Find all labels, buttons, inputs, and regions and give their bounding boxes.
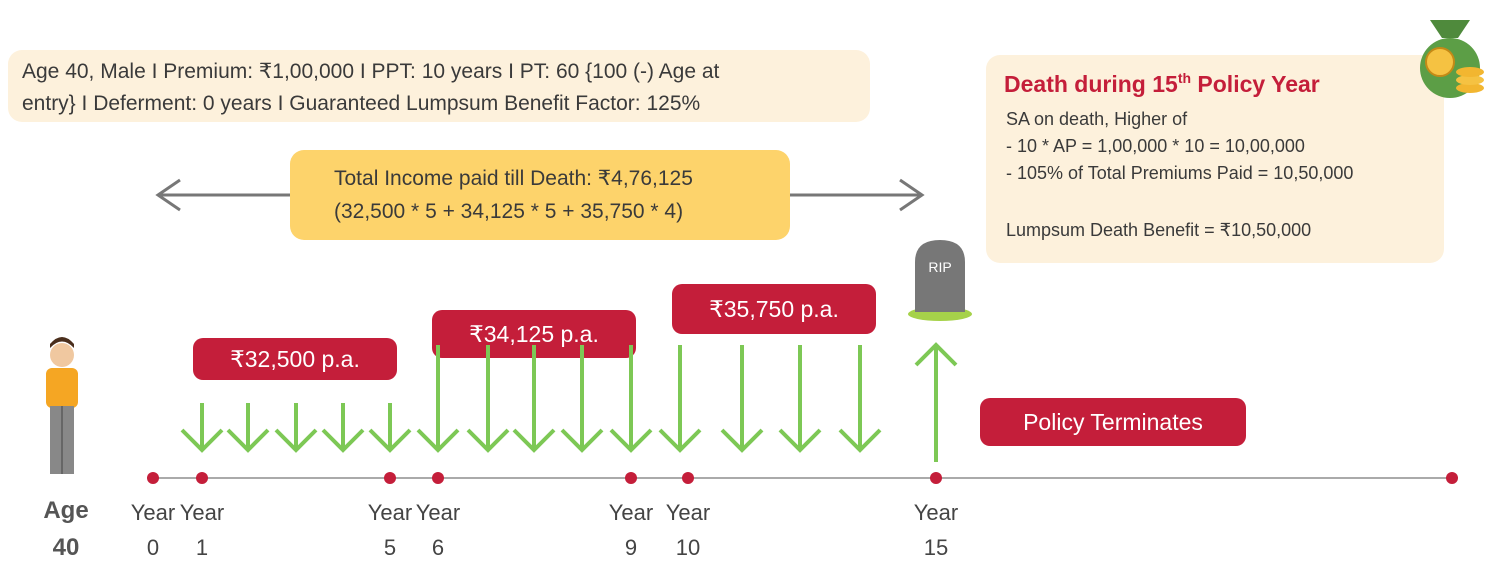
income-arrow-head [466, 428, 510, 453]
timeline-dot [384, 472, 396, 484]
death-arrow-head [914, 342, 958, 367]
income-arrow-head [180, 428, 224, 453]
income-arrow-head [658, 428, 702, 453]
person-icon [46, 337, 78, 474]
tomb-label: RIP [928, 259, 951, 275]
income-arrow-head [321, 428, 365, 453]
total-income-box [290, 150, 790, 240]
year-label: Year [131, 500, 175, 525]
year-label: Year [416, 500, 460, 525]
income-arrow-head [778, 428, 822, 453]
total-income-line: Total Income paid till Death: ₹4,76,125 [334, 167, 693, 190]
income-arrow-head [720, 428, 764, 453]
death-box [986, 55, 1444, 263]
timeline-dot [196, 472, 208, 484]
year-number: 1 [196, 535, 208, 560]
info-box [8, 50, 870, 122]
arrow-head [899, 178, 925, 212]
income-arrow-head [368, 428, 412, 453]
info-line: Age 40, Male I Premium: ₹1,00,000 I PPT:… [22, 60, 720, 83]
year-label: Year [914, 500, 958, 525]
terminates-label: Policy Terminates [1023, 409, 1203, 435]
timeline-dot [682, 472, 694, 484]
year-label: Year [666, 500, 710, 525]
year-label: Year [368, 500, 412, 525]
income-arrow-head [416, 428, 460, 453]
timeline-dot [1446, 472, 1458, 484]
timeline-dot [432, 472, 444, 484]
death-line: - 10 * AP = 1,00,000 * 10 = 10,00,000 [1006, 136, 1305, 156]
timeline-dot [147, 472, 159, 484]
arrow-head [155, 178, 181, 212]
year-number: 10 [676, 535, 700, 560]
income-arrow-head [226, 428, 270, 453]
year-label: Year [609, 500, 653, 525]
age-label: Age [43, 497, 88, 524]
age-value: 40 [53, 534, 80, 561]
income-arrow-head [512, 428, 556, 453]
income-pill [193, 338, 397, 380]
timeline-dot [930, 472, 942, 484]
income-pill [672, 284, 876, 334]
title-part: Death during 15 [1004, 71, 1178, 97]
year-label: Year [180, 500, 224, 525]
income-arrow-head [560, 428, 604, 453]
income-arrow-head [274, 428, 318, 453]
income-label: ₹32,500 p.a. [230, 346, 360, 372]
tombstone-icon [908, 240, 972, 321]
income-arrow-head [609, 428, 653, 453]
info-line: entry} I Deferment: 0 years I Guaranteed… [22, 92, 700, 115]
year-number: 0 [147, 535, 159, 560]
death-line: SA on death, Higher of [1006, 109, 1188, 129]
income-label: ₹35,750 p.a. [709, 296, 839, 322]
year-number: 6 [432, 535, 444, 560]
money-bag-icon [1420, 20, 1484, 98]
year-number: 9 [625, 535, 637, 560]
total-income-line: (32,500 * 5 + 34,125 * 5 + 35,750 * 4) [334, 200, 683, 223]
title-sup: th [1178, 70, 1191, 86]
income-pill [432, 310, 636, 358]
year-number: 15 [924, 535, 948, 560]
income-label: ₹34,125 p.a. [469, 321, 599, 347]
death-title: Death during 15th Policy Year [1004, 70, 1320, 97]
income-arrow-head [838, 428, 882, 453]
year-number: 5 [384, 535, 396, 560]
terminates-pill [980, 398, 1246, 446]
timeline-dot [625, 472, 637, 484]
death-result: Lumpsum Death Benefit = ₹10,50,000 [1006, 220, 1311, 240]
death-line: - 105% of Total Premiums Paid = 10,50,00… [1006, 163, 1353, 183]
title-part: Policy Year [1191, 71, 1320, 97]
